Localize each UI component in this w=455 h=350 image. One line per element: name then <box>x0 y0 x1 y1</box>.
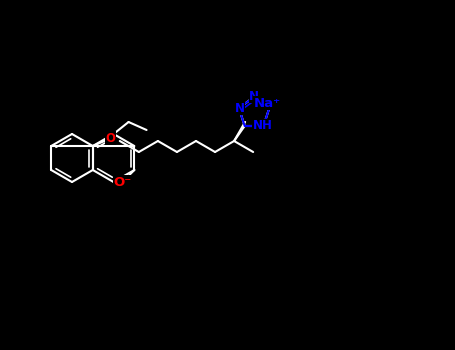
Text: NH: NH <box>253 119 273 132</box>
Text: O⁻: O⁻ <box>113 175 131 189</box>
Text: Na⁺: Na⁺ <box>253 97 280 110</box>
Text: N: N <box>235 102 245 114</box>
Text: O: O <box>106 132 116 145</box>
Text: N: N <box>249 90 259 103</box>
